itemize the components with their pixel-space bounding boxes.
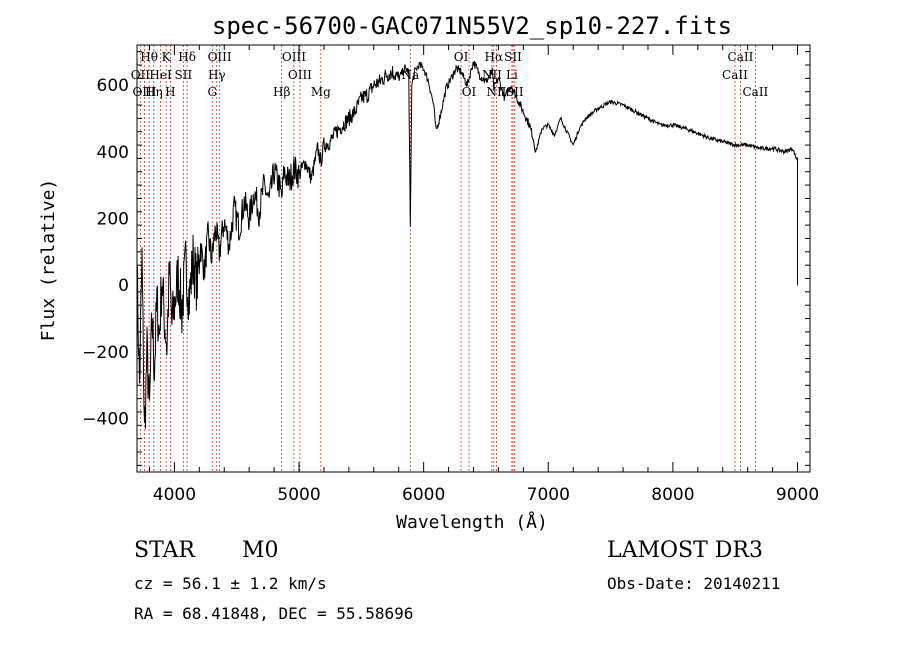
marker-label: G [207, 85, 217, 99]
plot-frame [136, 44, 811, 473]
marker-label: CaII [722, 68, 748, 82]
marker-label: H [165, 85, 175, 99]
redshift-velocity: cz = 56.1 ± 1.2 km/s [134, 574, 327, 593]
marker-label: OIII [132, 85, 156, 99]
marker-label: Hθ [140, 50, 158, 64]
marker-label: Mg [311, 85, 331, 99]
marker-label: Hδ [178, 50, 196, 64]
marker-label: Hα [485, 50, 504, 64]
marker-label: OIII [288, 68, 312, 82]
marker-label: Hγ [208, 68, 226, 82]
object-class: STAR [134, 538, 195, 563]
marker-label: OII [131, 68, 151, 82]
marker-label: CaII [742, 85, 768, 99]
marker-label: Hβ [273, 85, 290, 99]
y-tick-label: 0 [118, 276, 129, 296]
y-tick-label: 400 [97, 143, 129, 163]
marker-label: OIII [208, 50, 232, 64]
x-tick-label: 6000 [402, 485, 445, 505]
spectrum-line [136, 60, 798, 429]
marker-label: Hη [145, 85, 163, 99]
y-tick-label: 600 [97, 76, 129, 96]
marker-label: OIII [282, 50, 306, 64]
x-axis-label: Wavelength (Å) [396, 511, 548, 533]
chart-title: spec-56700-GAC071N55V2_sp10-227.fits [212, 12, 732, 40]
marker-label: CaII [728, 50, 754, 64]
x-axis-ticks: 4000 5000 6000 7000 8000 9000 [148, 45, 819, 505]
marker-label: Li [506, 68, 518, 82]
y-axis-label: Flux (relative) [38, 179, 59, 342]
marker-label: K [162, 50, 172, 64]
survey-name: LAMOST DR3 [607, 538, 763, 563]
x-tick-label: 5000 [277, 485, 320, 505]
x-tick-label: 9000 [776, 485, 819, 505]
x-tick-label: 8000 [651, 485, 694, 505]
y-tick-label: −400 [82, 410, 129, 430]
marker-label: OI [454, 50, 469, 64]
coordinates: RA = 68.41848, DEC = 55.58696 [134, 604, 414, 623]
x-tick-label: 4000 [153, 485, 196, 505]
y-tick-label: 200 [97, 209, 129, 229]
observation-date: Obs-Date: 20140211 [607, 574, 781, 593]
x-tick-label: 7000 [527, 485, 570, 505]
marker-label: HeI [149, 68, 172, 82]
object-subclass: M0 [242, 538, 279, 563]
marker-label: OI [462, 85, 477, 99]
marker-label: SII [175, 68, 193, 82]
y-tick-label: −200 [82, 343, 129, 363]
marker-label: SII [504, 50, 522, 64]
